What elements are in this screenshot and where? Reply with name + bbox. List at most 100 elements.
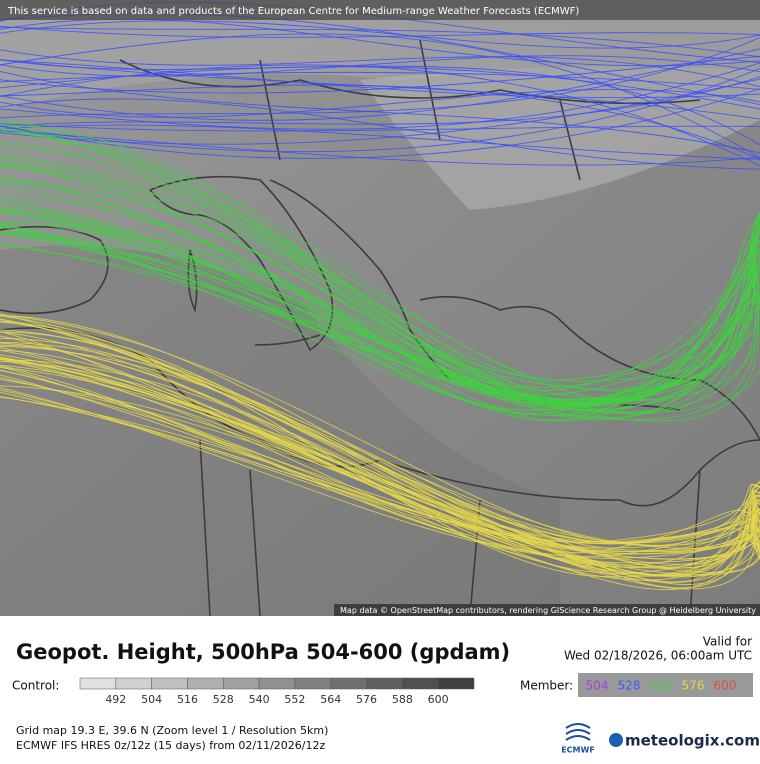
ensemble-line xyxy=(0,128,760,401)
ensemble-line xyxy=(0,219,760,421)
ensemble-line xyxy=(0,70,760,154)
scale-swatch xyxy=(402,677,439,690)
ensemble-line xyxy=(0,313,760,546)
ensemble-line xyxy=(0,209,760,416)
ensemble-line xyxy=(0,88,760,118)
title: Geopot. Height, 500hPa 504-600 (gpdam) xyxy=(16,640,510,664)
scale-label: 492 xyxy=(105,693,126,706)
scale-label: 528 xyxy=(213,693,234,706)
shade xyxy=(0,245,560,617)
map: This service is based on data and produc… xyxy=(0,0,760,617)
scale-swatch xyxy=(187,677,224,690)
scale-label: 504 xyxy=(141,693,162,706)
ensemble-line xyxy=(0,224,760,417)
control-label: Control: xyxy=(12,679,59,693)
ensemble-line xyxy=(0,231,760,422)
ensemble-line xyxy=(0,184,760,406)
ensemble-line xyxy=(0,195,760,407)
ensemble-line xyxy=(0,20,760,49)
scale-label: 576 xyxy=(356,693,377,706)
scale-label: 516 xyxy=(177,693,198,706)
scale-label: 600 xyxy=(428,693,449,706)
member-level: 528 xyxy=(618,679,641,693)
scale-swatch xyxy=(437,677,475,690)
scale-swatch xyxy=(258,677,296,690)
scale-swatch xyxy=(79,677,117,690)
member-level: 600 xyxy=(714,679,737,693)
scale-swatch xyxy=(223,677,260,690)
ensemble-line xyxy=(0,71,760,90)
member-levels: 504 528 552 576 600 xyxy=(586,679,737,693)
ensemble-line xyxy=(0,123,760,415)
ensemble-line xyxy=(0,26,760,58)
ensemble-line xyxy=(0,211,760,406)
model-info: ECMWF IFS HRES 0z/12z (15 days) from 02/… xyxy=(16,739,326,752)
ensemble-line xyxy=(0,321,760,549)
scale-swatch xyxy=(366,677,403,690)
ensemble-line xyxy=(0,48,760,121)
scale-label: 564 xyxy=(320,693,341,706)
attribution: Map data © OpenStreetMap contributors, r… xyxy=(340,606,756,615)
ensemble-line xyxy=(0,98,760,170)
member-level: 576 xyxy=(682,679,705,693)
notice-bar xyxy=(0,0,760,20)
ensemble-line xyxy=(0,62,760,130)
ensemble-line xyxy=(0,347,760,553)
ensemble-line xyxy=(0,37,760,119)
ensemble-line xyxy=(0,124,760,160)
ensemble-line xyxy=(0,165,760,381)
ensemble-line xyxy=(0,59,760,146)
scale-swatch xyxy=(151,677,188,690)
ensemble-line xyxy=(0,131,760,392)
ensemble-line xyxy=(0,68,760,153)
notice: This service is based on data and produc… xyxy=(7,6,579,17)
ensemble-line xyxy=(0,59,760,99)
ensemble-line xyxy=(0,359,760,577)
ensemble-line xyxy=(0,49,760,88)
ensemble-line xyxy=(0,210,760,390)
meteologix-icon[interactable] xyxy=(609,733,623,747)
member-level: 504 xyxy=(586,679,609,693)
valid-label: Valid for xyxy=(703,635,752,649)
ensemble-line xyxy=(0,76,760,127)
attribution-bar xyxy=(334,604,760,616)
ensemble-line xyxy=(0,366,760,589)
ensemble-line xyxy=(0,331,760,551)
control-scale: 492 504 516 528 540 552 564 576 588 600 xyxy=(79,677,475,706)
ensemble-line xyxy=(0,33,760,159)
meteologix-logo[interactable]: meteologix.com xyxy=(625,732,760,750)
ensemble-line xyxy=(0,389,760,544)
member-label: Member: xyxy=(520,679,573,693)
scale-swatch xyxy=(294,677,331,690)
ensemble-line xyxy=(0,385,760,569)
ensemble-line xyxy=(0,233,760,405)
scale-swatch xyxy=(330,677,367,690)
ensemble-line xyxy=(0,318,760,558)
scale-swatch xyxy=(115,677,152,690)
ensemble-line xyxy=(0,66,760,110)
member-level: 552 xyxy=(650,679,673,693)
ensemble-line xyxy=(0,335,760,581)
ensemble-line xyxy=(0,320,760,555)
shade xyxy=(0,0,760,110)
scale-label: 540 xyxy=(249,693,270,706)
valid-time: Wed 02/18/2026, 06:00am UTC xyxy=(564,649,752,663)
ensemble-line xyxy=(0,55,760,77)
ecmwf-logo: ECMWF xyxy=(561,746,595,755)
ensemble-line xyxy=(0,84,760,160)
ensemble-line xyxy=(0,233,760,388)
scale-label: 588 xyxy=(392,693,413,706)
ensemble-line xyxy=(0,210,760,411)
ecmwf-icon xyxy=(565,723,591,741)
ensemble-line xyxy=(0,378,760,583)
ensemble-line xyxy=(0,230,760,414)
ensemble-line xyxy=(0,25,760,38)
ensemble-line xyxy=(0,123,760,132)
scale-label: 552 xyxy=(284,693,305,706)
ensemble-line xyxy=(0,141,760,421)
grid-info: Grid map 19.3 E, 39.6 N (Zoom level 1 / … xyxy=(16,724,328,737)
member-box xyxy=(578,673,753,697)
ensemble-line xyxy=(0,55,760,94)
ensemble-line xyxy=(0,78,760,145)
